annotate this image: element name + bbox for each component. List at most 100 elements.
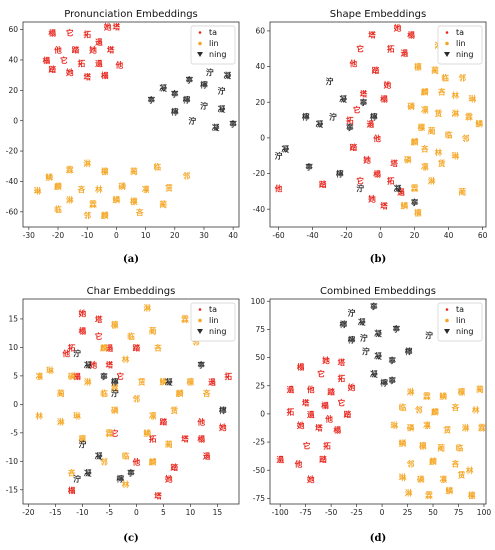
pronunciation-point-lin: 邻 bbox=[183, 170, 191, 180]
shape-point-ning: 凝 bbox=[316, 119, 324, 129]
shape-point-ning: 寧 bbox=[305, 161, 313, 171]
char-point-lin: 吝 bbox=[202, 388, 211, 398]
combined-point-ning: 泞 bbox=[360, 332, 368, 342]
combined-point-ta: 塔 bbox=[315, 422, 323, 432]
pronunciation-point-ning: 寧 bbox=[148, 94, 156, 104]
pronunciation-point-ta: 它 bbox=[60, 55, 68, 65]
char-point-ta: 榻 bbox=[79, 325, 87, 335]
shape-ytick-label: 0 bbox=[260, 133, 265, 142]
char-point-ning: 泞 bbox=[73, 348, 81, 358]
combined-point-ning: 寧 bbox=[393, 323, 401, 333]
shape-point-ta: 它 bbox=[356, 44, 364, 54]
char-point-lin: 蔺 bbox=[149, 325, 157, 335]
char-point-ta: 遢 bbox=[203, 451, 211, 461]
shape-plot-frame bbox=[269, 21, 487, 228]
shape-point-ta: 拓 bbox=[387, 176, 395, 186]
pronunciation-ytick-label: 40 bbox=[8, 56, 18, 65]
combined-point-lin: 麟 bbox=[429, 456, 437, 466]
pronunciation-point-ta: 塔 bbox=[113, 22, 121, 32]
char-point-ta: 榻 bbox=[73, 371, 81, 381]
char-point-ta: 她 bbox=[79, 308, 87, 318]
combined-point-lin: 凛 bbox=[423, 420, 431, 430]
char-point-lin: 琳 bbox=[73, 411, 81, 421]
combined-point-ta: 拓 bbox=[338, 373, 346, 383]
combined-point-lin: 霖 bbox=[478, 422, 486, 432]
char-point-ning: 泞 bbox=[111, 388, 119, 398]
combined-point-ta: 它 bbox=[317, 368, 325, 378]
pronunciation-point-ning: 泞 bbox=[189, 116, 197, 126]
shape-point-lin: 淋 bbox=[452, 108, 460, 118]
combined-ytick-label: -50 bbox=[253, 466, 265, 475]
shape-point-lin: 蔺 bbox=[458, 186, 466, 196]
shape-xtick-label: 60 bbox=[478, 231, 488, 240]
pronunciation-xtick-label: -20 bbox=[52, 231, 64, 240]
shape-point-ta: 拓 bbox=[346, 115, 354, 125]
combined-point-lin: 蔺 bbox=[437, 443, 445, 453]
pronunciation-point-lin: 凛 bbox=[142, 184, 150, 194]
char-point-lin: 林 bbox=[122, 354, 130, 364]
combined-legend-label: ta bbox=[456, 305, 464, 314]
pronunciation-point-ta: 遢 bbox=[95, 37, 103, 47]
pronunciation-point-ta: 踏 bbox=[72, 44, 80, 54]
shape-point-ta: 榻 bbox=[407, 29, 415, 39]
shape-ytick-label: -20 bbox=[253, 169, 265, 178]
combined-ytick-label: 0 bbox=[260, 409, 265, 418]
pronunciation-legend-marker-ta bbox=[198, 31, 202, 34]
shape-legend: ta lin ning bbox=[437, 25, 483, 65]
char-ytick-label: -10 bbox=[6, 457, 18, 466]
combined-point-ta: 他 bbox=[306, 384, 315, 394]
shape-ytick-label: 60 bbox=[255, 27, 265, 36]
shape-point-lin: 蔺 bbox=[431, 65, 439, 75]
char-xtick-label: 5 bbox=[161, 508, 166, 517]
combined-point-lin: 淋 bbox=[405, 488, 413, 498]
pronunciation-point-ta: 她 bbox=[89, 44, 97, 54]
char-point-ta: 拓 bbox=[224, 371, 232, 381]
shape-point-ning: 寧 bbox=[346, 122, 354, 132]
char-legend-label: ta bbox=[209, 305, 217, 314]
pronunciation-legend-label: ta bbox=[209, 28, 217, 37]
combined-point-lin: 霖 bbox=[425, 490, 433, 500]
char-point-lin: 临 bbox=[122, 451, 130, 461]
combined-point-lin: 檩 bbox=[419, 440, 427, 450]
shape-point-ta: 榻 bbox=[380, 94, 388, 104]
char-point-lin: 吝 bbox=[67, 468, 76, 478]
pronunciation-point-lin: 麟 bbox=[101, 210, 109, 220]
combined-point-lin: 霖 bbox=[423, 391, 431, 401]
shape-legend-label: ta bbox=[456, 28, 464, 37]
char-point-ta: 他 bbox=[61, 348, 70, 358]
pronunciation-point-lin: 琳 bbox=[34, 186, 42, 196]
char-point-lin: 檩 bbox=[187, 377, 195, 387]
char-title: Char Embeddings bbox=[87, 286, 176, 297]
shape-point-lin: 淋 bbox=[428, 176, 436, 186]
combined-point-ning: 寧 bbox=[370, 301, 378, 311]
shape-point-ning: 檸 bbox=[336, 169, 344, 179]
combined-ytick-label: 75 bbox=[255, 325, 265, 334]
shape-point-lin: 邻 bbox=[462, 133, 470, 143]
char-point-lin: 麟 bbox=[176, 388, 184, 398]
combined-point-ning: 凝 bbox=[374, 328, 382, 338]
char-ytick-label: -15 bbox=[6, 485, 18, 494]
shape-xtick-label: 20 bbox=[410, 231, 420, 240]
shape-caption: (b) bbox=[370, 254, 386, 265]
combined-legend: ta lin ning bbox=[437, 302, 483, 342]
char-legend-label: lin bbox=[209, 316, 219, 325]
combined-point-ning: 泞 bbox=[362, 346, 370, 356]
shape-point-ning: 寧 bbox=[411, 197, 419, 207]
combined-point-ning: 寧 bbox=[389, 375, 397, 385]
combined-point-ta: 拓 bbox=[323, 440, 331, 450]
combined-point-lin: 琳 bbox=[391, 420, 399, 430]
pronunciation-point-ta: 拓 bbox=[83, 29, 91, 39]
combined-panel: Combined Embeddings -100 -75 -50 -25 0 25 50 75 1… bbox=[251, 286, 492, 544]
char-point-ning: 凝 bbox=[84, 468, 92, 478]
shape-point-lin: 鳞 bbox=[475, 119, 483, 129]
char-panel: Char Embeddings -20 -15 -10 -5 0 5 10 15 -15 -10 -5… bbox=[6, 286, 240, 544]
pronunciation-xtick-label: 40 bbox=[228, 231, 238, 240]
pronunciation-point-lin: 林 bbox=[95, 184, 103, 194]
combined-point-ta: 踏 bbox=[344, 409, 352, 419]
pronunciation-point-ta: 遢 bbox=[95, 58, 103, 68]
char-point-ning: 檸 bbox=[111, 377, 119, 387]
pronunciation-point-ta: 榻 bbox=[101, 70, 109, 80]
char-point-ning: 凝 bbox=[165, 377, 173, 387]
pronunciation-xtick-label: -10 bbox=[81, 231, 93, 240]
pronunciation-point-lin: 吝 bbox=[77, 184, 86, 194]
